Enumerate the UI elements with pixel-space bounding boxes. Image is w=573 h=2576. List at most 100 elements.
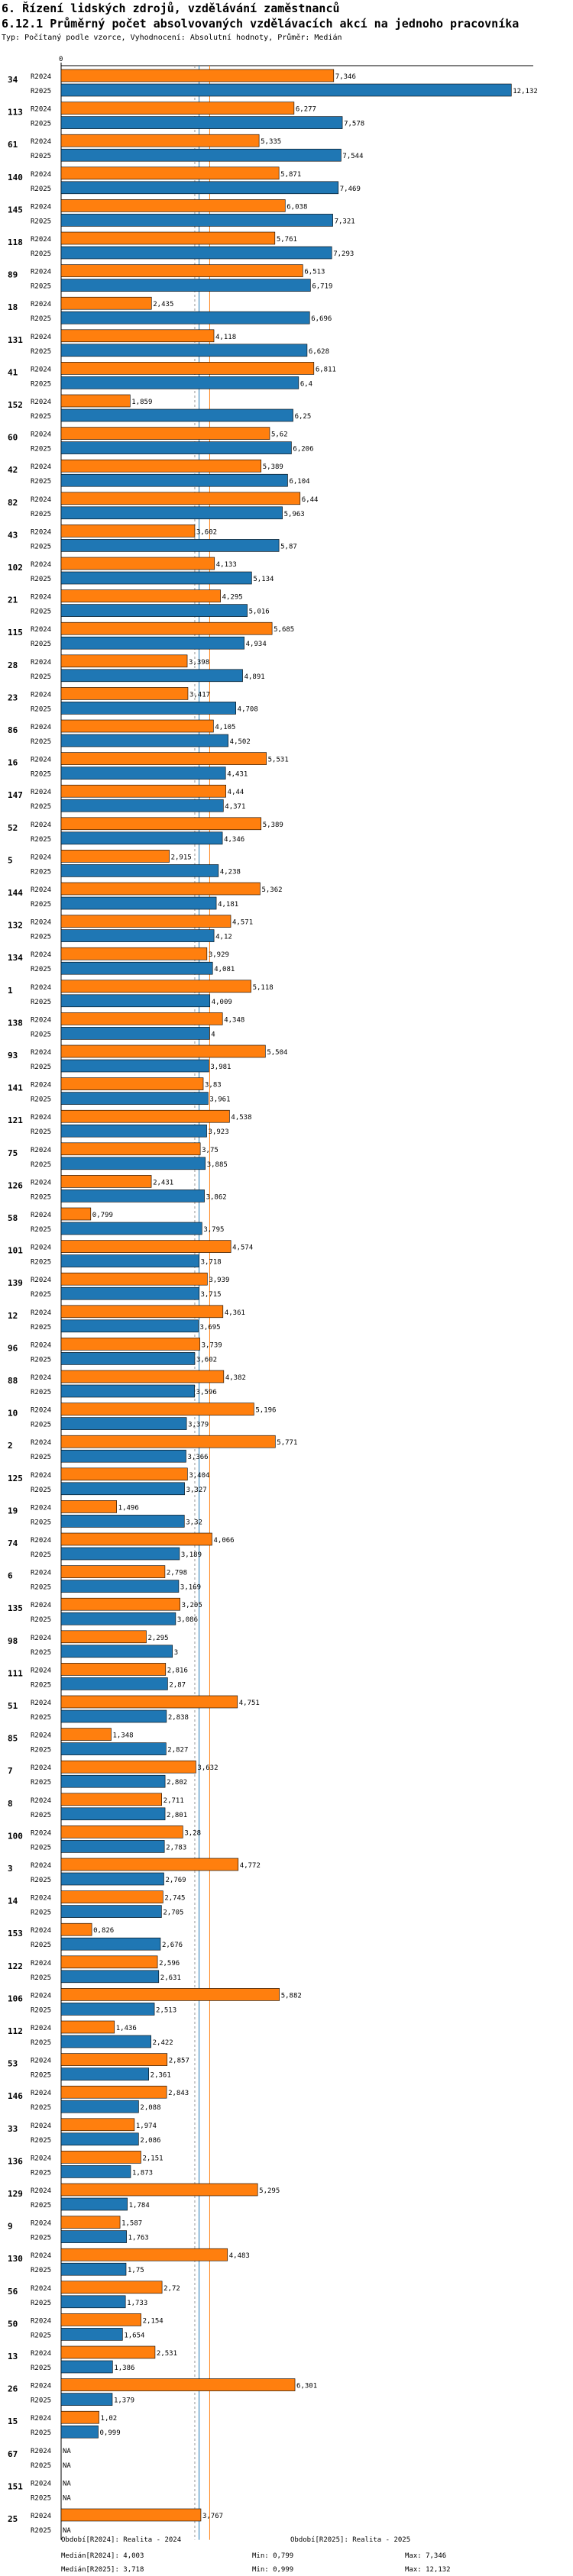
data-label-r2024: 2,745 [164, 1895, 185, 1903]
bar-r2025 [60, 539, 280, 552]
data-label-r2024: 2,154 [143, 2317, 163, 2325]
bar-r2024 [60, 2508, 202, 2522]
bar-r2024 [60, 394, 131, 408]
bar-r2025 [60, 1547, 180, 1561]
data-label-r2024: 6,811 [316, 366, 336, 373]
series-label-r2024: R2024 [31, 1147, 51, 1154]
data-label-r2025: 6,25 [295, 413, 312, 421]
data-label-r2024: 2,711 [163, 1797, 184, 1805]
data-label-r2024: 7,346 [335, 73, 356, 81]
series-label-r2024: R2024 [31, 561, 51, 569]
series-label-r2024: R2024 [31, 2448, 51, 2455]
category-label: 100 [8, 1831, 23, 1841]
data-label-r2025: 4,371 [225, 803, 245, 811]
data-label-r2024: 1,348 [112, 1732, 133, 1740]
bar-r2025 [60, 702, 236, 715]
bar-r2024 [60, 817, 262, 831]
series-label-r2024: R2024 [31, 1960, 51, 1968]
bar-r2024 [60, 1597, 180, 1611]
data-label-r2024: 2,431 [153, 1179, 173, 1186]
series-label-r2025: R2025 [31, 2072, 51, 2080]
category-label: 74 [8, 1538, 18, 1548]
bar-r2025 [60, 2360, 113, 2374]
bar-r2025 [60, 1905, 162, 1918]
bar-r2025 [60, 214, 333, 227]
series-label-r2024: R2024 [31, 2025, 51, 2032]
series-label-r2025: R2025 [31, 738, 51, 746]
data-label-r2025: 6,206 [293, 446, 313, 454]
data-label-r2024: 5,871 [280, 171, 301, 179]
series-label-r2024: R2024 [31, 1927, 51, 1935]
series-label-r2024: R2024 [31, 1016, 51, 1024]
series-label-r2024: R2024 [31, 1082, 51, 1089]
series-label-r2025: R2025 [31, 771, 51, 779]
series-label-r2025: R2025 [31, 380, 51, 388]
category-label: 152 [8, 400, 23, 410]
series-label-r2025: R2025 [31, 1161, 51, 1169]
bar-r2025 [60, 311, 310, 324]
category-label: 101 [8, 1246, 23, 1256]
data-label-r2024: 5,362 [261, 886, 282, 894]
data-label-r2025: 5,016 [249, 608, 270, 616]
category-label: 121 [8, 1115, 23, 1125]
series-label-r2024: R2024 [31, 334, 51, 341]
data-label-r2025: 3,885 [207, 1161, 228, 1169]
series-label-r2024: R2024 [31, 854, 51, 861]
data-label-r2025: 3,32 [186, 1519, 202, 1526]
data-label-r2024: 3,767 [202, 2513, 223, 2520]
data-label-r2025: 4,346 [224, 836, 244, 844]
bar-r2025 [60, 1774, 166, 1788]
series-label-r2025: R2025 [31, 868, 51, 876]
data-label-r2025: 2,086 [140, 2137, 160, 2145]
category-label: 75 [8, 1148, 18, 1158]
category-label: 12 [8, 1311, 18, 1321]
bar-r2024 [60, 2020, 115, 2034]
series-label-r2025: R2025 [31, 934, 51, 941]
series-label-r2024: R2024 [31, 301, 51, 308]
footer-median-2025: Medián[R2025]: 3,718 [61, 2566, 144, 2574]
bar-r2024 [60, 1630, 147, 1644]
section-title: 6. Řízení lidských zdrojů, vzdělávání za… [2, 2, 340, 15]
data-label-r2024: 1,436 [116, 2025, 137, 2032]
data-label-r2025: NA [63, 2527, 71, 2535]
bar-r2024 [60, 2248, 228, 2261]
bar-r2025 [60, 1840, 165, 1853]
series-label-r2024: R2024 [31, 1309, 51, 1317]
series-label-r2025: R2025 [31, 673, 51, 681]
bar-r2024 [60, 850, 170, 863]
data-label-r2024: 5,118 [253, 984, 274, 992]
data-label-r2025: NA [63, 2494, 71, 2502]
data-label-r2025: 3,795 [203, 1226, 224, 1234]
data-label-r2025: 3,923 [209, 1128, 229, 1136]
data-label-r2025: 2,802 [167, 1779, 187, 1787]
bar-r2024 [60, 264, 303, 277]
category-label: 56 [8, 2287, 18, 2297]
series-label-r2025: R2025 [31, 1291, 51, 1299]
bar-r2024 [60, 882, 261, 896]
bar-r2025 [60, 1384, 195, 1398]
series-label-r2024: R2024 [31, 1114, 51, 1122]
category-label: 61 [8, 140, 18, 150]
data-label-r2024: NA [63, 2448, 71, 2455]
series-label-r2025: R2025 [31, 1942, 51, 1949]
footer-max-2024: Max: 7,346 [405, 2552, 447, 2560]
category-label: 67 [8, 2449, 18, 2459]
data-label-r2024: 1,974 [136, 2122, 157, 2130]
bar-r2024 [60, 784, 226, 798]
bar-r2024 [60, 2281, 163, 2294]
category-label: 112 [8, 2026, 23, 2036]
series-label-r2024: R2024 [31, 2220, 51, 2228]
data-label-r2024: 5,295 [259, 2187, 280, 2195]
bar-r2025 [60, 1417, 187, 1430]
series-label-r2025: R2025 [31, 2300, 51, 2307]
category-label: 135 [8, 1603, 23, 1613]
series-label-r2024: R2024 [31, 951, 51, 959]
bar-r2024 [60, 589, 221, 602]
category-label: 96 [8, 1343, 18, 1353]
data-label-r2025: 0,999 [100, 2429, 121, 2437]
data-label-r2025: 1,75 [128, 2267, 144, 2274]
data-label-r2025: 3,086 [177, 1616, 198, 1624]
data-label-r2024: 2,915 [171, 854, 192, 861]
bar-r2024 [60, 1240, 231, 1253]
bar-r2024 [60, 134, 260, 147]
